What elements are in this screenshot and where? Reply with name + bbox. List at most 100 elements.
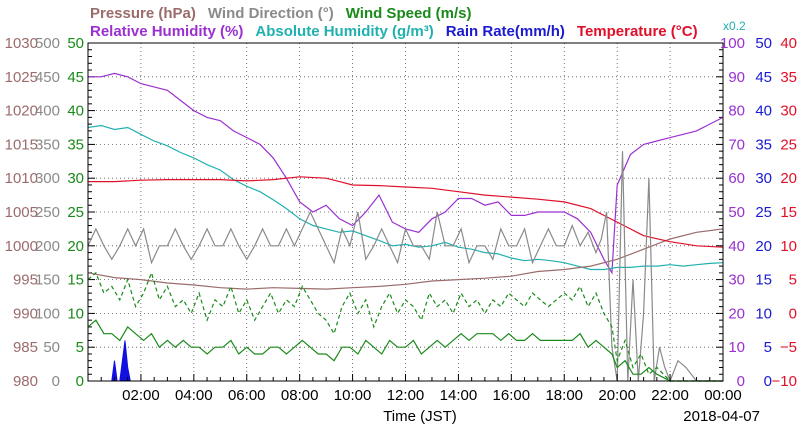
pressure-tick-label: 980 xyxy=(13,373,38,390)
wind-speed-tick-label: 50 xyxy=(67,35,84,52)
wind-speed-tick-label: 40 xyxy=(67,103,84,120)
legend-title: Wind Speed (m/s) xyxy=(346,5,472,22)
pressure-tick-label: 1010 xyxy=(5,170,38,187)
wind-speed-tick-label: 10 xyxy=(67,305,84,322)
x-axis-ticks: 02:00 04:00 06:00 08:00 10:00 12:00 14:00 16:00… xyxy=(87,374,742,404)
absolute-humidity-series xyxy=(87,124,724,271)
relative-humidity-axis: 0 10 20 30 40 50 60 70 80 90 100 xyxy=(720,35,745,390)
wind-direction-tick-label: 50 xyxy=(43,339,60,356)
pressure-series xyxy=(87,228,724,290)
rain-rate-tick-label: 25 xyxy=(755,204,772,221)
x-tick-label: 02:00 xyxy=(122,387,160,404)
relative-humidity-tick-label: 50 xyxy=(728,204,745,221)
relative-humidity-tick-label: 20 xyxy=(728,305,745,322)
x-tick-label: 10:00 xyxy=(334,387,372,404)
rain-rate-tick-label: 10 xyxy=(755,305,772,322)
wind-direction-tick-label: 100 xyxy=(35,305,60,322)
temperature-tick-label: −10 xyxy=(772,373,797,390)
temperature-tick-label: 5 xyxy=(789,272,797,289)
rain-rate-axis: 0 5 10 15 20 25 30 35 40 45 50 xyxy=(755,35,772,390)
wind-speed-tick-label: 15 xyxy=(67,272,84,289)
scale-note: x0.2 xyxy=(723,19,746,33)
x-tick-label: 06:00 xyxy=(228,387,266,404)
wind-speed-tick-label: 20 xyxy=(67,238,84,255)
relative-humidity-tick-label: 90 xyxy=(728,69,745,86)
pressure-axis: 980 985 990 995 1000 1005 1010 1015 1020 1025 1030 xyxy=(5,35,38,390)
relative-humidity-tick-label: 60 xyxy=(728,170,745,187)
temperature-tick-label: −5 xyxy=(780,339,797,356)
wind-speed-axis: 0 5 10 15 20 25 30 35 40 45 50 xyxy=(67,35,84,390)
rain-rate-tick-label: 35 xyxy=(755,136,772,153)
wind-direction-axis: 0 50 100 150 200 250 300 350 400 450 500 xyxy=(35,35,60,390)
legend-title: Rain Rate(mm/h) xyxy=(446,23,565,40)
rain-rate-tick-label: 45 xyxy=(755,69,772,86)
wind-speed-tick-label: 25 xyxy=(67,204,84,221)
pressure-tick-label: 990 xyxy=(13,305,38,322)
wind-direction-tick-label: 150 xyxy=(35,272,60,289)
x-tick-label: 08:00 xyxy=(281,387,319,404)
temperature-tick-label: 30 xyxy=(780,103,797,120)
relative-humidity-tick-label: 40 xyxy=(728,238,745,255)
pressure-tick-label: 1020 xyxy=(5,103,38,120)
wind-speed-tick-label: 5 xyxy=(76,339,84,356)
wind-direction-tick-label: 300 xyxy=(35,170,60,187)
temperature-tick-label: 20 xyxy=(780,170,797,187)
relative-humidity-tick-label: 70 xyxy=(728,136,745,153)
relative-humidity-tick-label: 10 xyxy=(728,339,745,356)
wind-speed-series xyxy=(87,319,723,382)
rain-rate-tick-label: 0 xyxy=(764,373,772,390)
legend-title: Temperature (°C) xyxy=(577,23,698,40)
temperature-axis: −10 −5 0 5 10 15 20 25 30 35 40 xyxy=(772,35,797,390)
pressure-tick-label: 1030 xyxy=(5,35,38,52)
relative-humidity-tick-label: 30 xyxy=(728,272,745,289)
wind-direction-tick-label: 400 xyxy=(35,103,60,120)
wind-speed-tick-label: 45 xyxy=(67,69,84,86)
temperature-tick-label: 15 xyxy=(780,204,797,221)
grid xyxy=(88,42,723,382)
temperature-tick-label: 25 xyxy=(780,136,797,153)
x-tick-label: 18:00 xyxy=(545,387,583,404)
wind-direction-tick-label: 0 xyxy=(52,373,60,390)
temperature-tick-label: 0 xyxy=(789,305,797,322)
temperature-tick-label: 35 xyxy=(780,69,797,86)
wind-direction-tick-label: 200 xyxy=(35,238,60,255)
rain-rate-tick-label: 30 xyxy=(755,170,772,187)
x-tick-label: 12:00 xyxy=(387,387,425,404)
wind-direction-tick-label: 450 xyxy=(35,69,60,86)
x-tick-label: 20:00 xyxy=(598,387,636,404)
legend-title: Pressure (hPa) xyxy=(90,5,196,22)
temperature-tick-label: 10 xyxy=(780,238,797,255)
pressure-tick-label: 1000 xyxy=(5,238,38,255)
right-axes: 0102030405060708090100051015202530354045… xyxy=(720,35,797,390)
rain-rate-tick-label: 40 xyxy=(755,103,772,120)
pressure-tick-label: 1025 xyxy=(5,69,38,86)
x-tick-label: 16:00 xyxy=(493,387,531,404)
x-tick-label: 04:00 xyxy=(175,387,213,404)
wind-speed-gust-series xyxy=(87,270,723,382)
x-tick-label: 00:00 xyxy=(704,387,742,404)
relative-humidity-tick-label: 100 xyxy=(720,35,745,52)
rain-rate-tick-label: 5 xyxy=(764,339,772,356)
legend-title: Absolute Humidity (g/m³) xyxy=(255,23,433,40)
rain-rate-tick-label: 50 xyxy=(755,35,772,52)
temperature-tick-label: 40 xyxy=(780,35,797,52)
rain-rate-tick-label: 20 xyxy=(755,238,772,255)
wind-speed-tick-label: 30 xyxy=(67,170,84,187)
x-tick-label: 22:00 xyxy=(651,387,689,404)
legend-title: Relative Humidity (%) xyxy=(90,23,243,40)
relative-humidity-tick-label: 0 xyxy=(737,373,745,390)
x-axis-label: Time (JST) xyxy=(383,408,457,425)
relative-humidity-tick-label: 80 xyxy=(728,103,745,120)
wind-direction-tick-label: 250 xyxy=(35,204,60,221)
wind-speed-tick-label: 35 xyxy=(67,136,84,153)
rain-rate-tick-label: 15 xyxy=(755,272,772,289)
wind-speed-tick-label: 0 xyxy=(76,373,84,390)
legend-title: Wind Direction (°) xyxy=(208,5,334,22)
series-layer xyxy=(87,72,724,383)
pressure-tick-label: 1005 xyxy=(5,204,38,221)
relative-humidity-series xyxy=(88,72,724,275)
pressure-tick-label: 985 xyxy=(13,339,38,356)
wind-direction-tick-label: 350 xyxy=(35,136,60,153)
x-tick-label: 14:00 xyxy=(440,387,478,404)
